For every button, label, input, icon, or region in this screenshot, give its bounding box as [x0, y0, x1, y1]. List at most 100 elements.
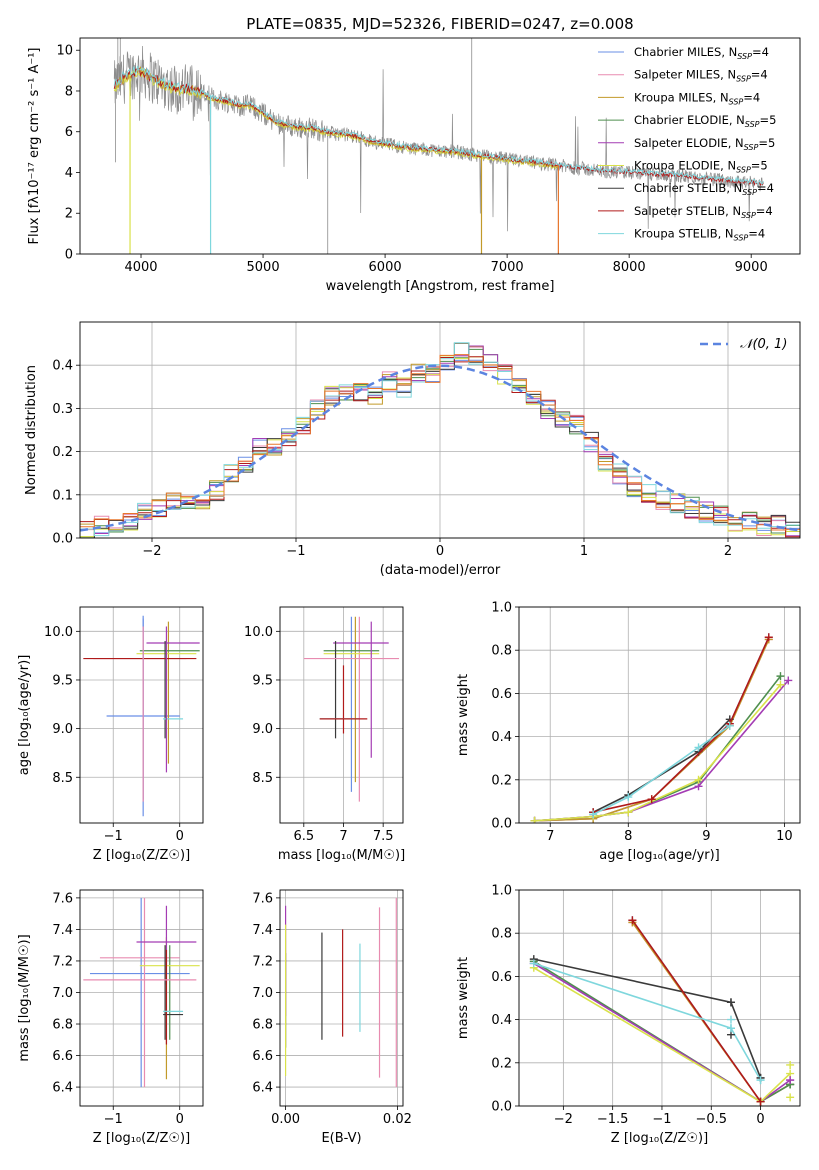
- y-tick-label: 10: [56, 44, 73, 59]
- y-tick-label: 0.6: [491, 687, 512, 702]
- legend-label-sub: SSP: [745, 120, 760, 129]
- legend-label: Kroupa MILES, NSSP=4: [634, 90, 760, 106]
- legend-label-value: =4: [757, 181, 774, 195]
- x-tick-label: 1: [580, 544, 588, 559]
- y-tick-label: 7.0: [52, 986, 73, 1001]
- y-tick-label: 7.6: [252, 891, 273, 906]
- x-tick-label: 10: [776, 829, 793, 844]
- y-tick-label: 6.4: [252, 1081, 273, 1096]
- legend-label-sub: SSP: [729, 97, 744, 106]
- y-tick-label: 6.6: [252, 1049, 273, 1064]
- y-tick-label: 7.4: [52, 923, 73, 938]
- legend-label-sub: SSP: [741, 211, 756, 220]
- y-tick-label: 9.0: [52, 722, 73, 737]
- legend-label-value: =5: [760, 113, 777, 127]
- axes-frame: [518, 889, 801, 1107]
- legend-label: Chabrier ELODIE, NSSP=5: [634, 113, 776, 129]
- point-marker: [756, 1076, 765, 1085]
- series-marker: [530, 816, 539, 823]
- y-tick-label: 7.2: [52, 954, 73, 969]
- axes-frame: [279, 889, 404, 1107]
- y-tick-label: 1.0: [491, 884, 512, 899]
- y-axis-label: Normed distribution: [24, 365, 39, 495]
- legend-label-name: Salpeter ELODIE, N: [634, 136, 744, 150]
- x-tick-label: 7: [546, 829, 554, 844]
- legend-label-sub: SSP: [734, 234, 749, 243]
- series-marker: [529, 959, 538, 968]
- y-tick-label: 0.6: [491, 970, 512, 985]
- x-tick-label: 5000: [247, 260, 280, 275]
- x-tick-label: 0: [756, 1112, 764, 1127]
- y-tick-label: 0.2: [52, 445, 73, 460]
- x-tick-label: 8: [624, 829, 632, 844]
- x-tick-label: 0: [176, 1112, 184, 1127]
- x-tick-label: 9: [702, 829, 710, 844]
- panel-residuals: −2 −1 0 1 2 0.0 0.1 0.2 0.3 0.4 (data-model)/error…: [24, 321, 801, 578]
- legend-label-name: Kroupa MILES, N: [634, 90, 729, 104]
- model-spectrum-kroupa-miles: [113, 66, 559, 169]
- plot-area: [529, 916, 795, 1106]
- y-tick-label: 9.5: [52, 673, 73, 688]
- legend-label-sub: SSP: [742, 188, 757, 197]
- figure-title: PLATE=0835, MJD=52326, FIBERID=0247, z=0…: [246, 15, 633, 33]
- y-tick-label: 8.5: [252, 771, 273, 786]
- x-axis-label: age [log₁₀(age/yr)]: [599, 848, 720, 863]
- x-tick-label: −1: [652, 1112, 671, 1127]
- plot-area: [303, 616, 400, 802]
- series-marker: [776, 680, 785, 689]
- x-axis-label: Z [log₁₀(Z/Z☉)]: [93, 1131, 190, 1146]
- point-marker: [786, 1076, 795, 1085]
- y-tick-label: 0.4: [491, 730, 512, 745]
- point-marker: [726, 1024, 735, 1033]
- series-line-chabrier-miles: [534, 636, 770, 822]
- panel-massweight_vs_Z: −2 −1.5 −1 −0.5 0 0.0 0.2 0.4 0.6 0.8 1.0 Z [log₁₀(…: [456, 884, 801, 1146]
- y-tick-label: 7.2: [252, 954, 273, 969]
- legend-label-name: Kroupa STELIB, N: [634, 227, 734, 241]
- y-tick-label: 0.0: [52, 532, 73, 547]
- legend-label-value: =5: [758, 136, 775, 150]
- panel-massweight_vs_age: 7 8 9 10 0.0 0.2 0.4 0.6 0.8 1.0 age [log₁₀(age/yr…: [456, 601, 801, 863]
- legend-label: Salpeter STELIB, NSSP=4: [634, 204, 773, 220]
- legend-label-sub: SSP: [736, 166, 751, 175]
- axes-frame: [79, 37, 801, 255]
- y-tick-label: 6: [65, 125, 73, 140]
- legend-label-name: Salpeter MILES, N: [634, 68, 736, 82]
- legend-label-value: =4: [748, 227, 765, 241]
- x-tick-label: 9000: [735, 260, 768, 275]
- series-line-kroupa-miles: [534, 639, 770, 822]
- y-tick-label: 0.2: [491, 1056, 512, 1071]
- model-spectrum-kroupa-elodie: [113, 68, 559, 170]
- legend-label-name: Chabrier STELIB, N: [634, 181, 742, 195]
- y-tick-label: 9.5: [252, 673, 273, 688]
- x-tick-label: −1.5: [597, 1112, 629, 1127]
- series-marker: [624, 793, 633, 802]
- x-tick-label: 7.5: [373, 829, 394, 844]
- y-tick-label: 7.4: [252, 923, 273, 938]
- plot-area: [284, 897, 397, 1088]
- y-axis-label: Flux [fλ10⁻¹⁷ erg cm⁻² s⁻¹ A⁻¹]: [27, 48, 42, 245]
- series-marker: [776, 672, 785, 681]
- y-tick-label: 0.2: [491, 773, 512, 788]
- y-tick-label: 7.6: [52, 891, 73, 906]
- y-tick-label: 4: [65, 166, 73, 181]
- legend-label-value: =4: [751, 68, 768, 82]
- axes-frame: [79, 889, 204, 1107]
- panel-age_vs_Z: −1 0 8.5 9.0 9.5 10.0 Z [log₁₀(Z/Z☉)] age [log₁…: [17, 606, 204, 863]
- series-marker: [628, 916, 637, 925]
- legend-label-sub: SSP: [744, 143, 759, 152]
- legend-label-sub: SSP: [736, 75, 751, 84]
- y-tick-label: 6.8: [252, 1018, 273, 1033]
- y-tick-label: 8: [65, 84, 73, 99]
- y-tick-label: 6.8: [52, 1018, 73, 1033]
- y-tick-label: 2: [65, 207, 73, 222]
- series-marker: [624, 808, 633, 817]
- legend-label: Kroupa ELODIE, NSSP=5: [634, 159, 768, 175]
- point-marker: [726, 998, 735, 1007]
- x-axis-label: (data-model)/error: [380, 563, 501, 578]
- y-axis-label: mass weight: [456, 957, 471, 1039]
- x-tick-label: 4000: [124, 260, 157, 275]
- x-tick-label: −2: [554, 1112, 573, 1127]
- panel-mass_vs_ebv: 0.00 0.02 6.4 6.6 6.8 7.0 7.2 7.4 7.6 E(B-V): [252, 889, 412, 1146]
- y-tick-label: 0.8: [491, 927, 512, 942]
- plot-area: [80, 342, 800, 538]
